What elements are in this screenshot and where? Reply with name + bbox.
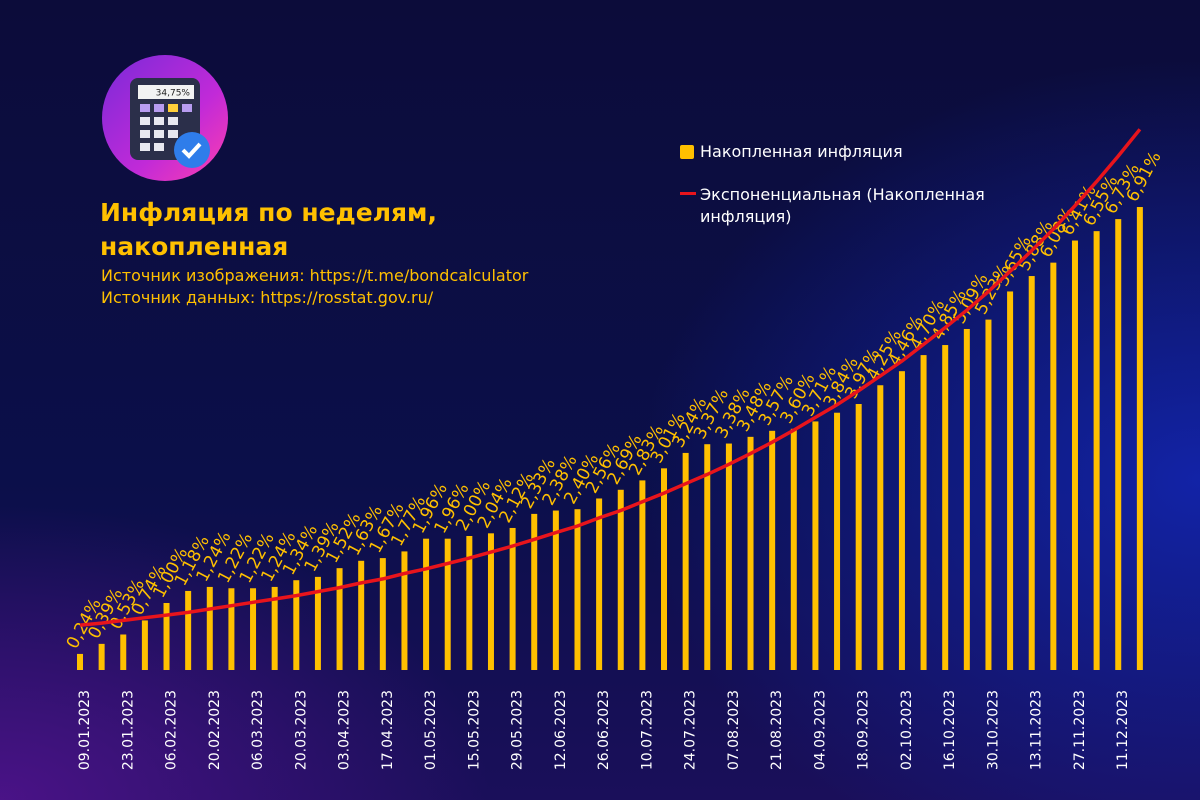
x-tick-label: 26.06.2023 [596, 690, 612, 770]
title: Инфляция по неделям, накопленная [100, 198, 437, 261]
bar [552, 510, 559, 670]
bar [1050, 262, 1057, 670]
x-tick-label: 24.07.2023 [683, 690, 699, 770]
bar [271, 586, 278, 670]
bar [661, 468, 668, 670]
x-tick-label: 12.06.2023 [553, 690, 569, 770]
x-tick-label: 10.07.2023 [639, 690, 655, 770]
bar [531, 513, 538, 670]
bar [769, 430, 776, 670]
bar [725, 443, 732, 670]
bar [855, 404, 862, 670]
bar [1093, 231, 1100, 670]
bar [98, 643, 105, 670]
bar [379, 558, 386, 670]
x-tick-label: 03.04.2023 [337, 690, 353, 770]
legend-swatch [680, 145, 694, 159]
x-tick-label: 02.10.2023 [899, 690, 915, 770]
bar [898, 371, 905, 670]
bar [141, 620, 148, 670]
bar [185, 590, 192, 670]
x-tick-label: 07.08.2023 [726, 690, 742, 770]
logo-display: 34,75% [156, 89, 191, 99]
bar [812, 421, 819, 670]
bar [1007, 291, 1014, 670]
bar [877, 385, 884, 670]
x-tick-label: 06.03.2023 [250, 690, 266, 770]
bar [617, 489, 624, 670]
legend-label: Накопленная инфляция [700, 142, 903, 161]
bar [963, 328, 970, 670]
bar [293, 580, 300, 670]
annotation: Источник изображения: https://t.me/bondc… [101, 266, 529, 285]
bar [920, 355, 927, 670]
bar [120, 634, 127, 670]
x-tick-label: 16.10.2023 [942, 690, 958, 770]
bar [509, 527, 516, 670]
bar [77, 653, 83, 670]
bar [250, 588, 257, 670]
bar [358, 560, 365, 670]
legend-label: Экспоненциальная (Накопленная инфляция) [700, 185, 985, 226]
bar [942, 345, 949, 670]
bar [487, 533, 494, 670]
x-tick-label: 04.09.2023 [812, 690, 828, 770]
bar [423, 538, 430, 670]
x-tick-label: 13.11.2023 [1029, 690, 1045, 770]
x-tick-label: 23.01.2023 [120, 690, 136, 770]
bar [466, 536, 473, 670]
x-tick-label: 15.05.2023 [466, 690, 482, 770]
bar [1136, 207, 1143, 670]
x-tick-label: 21.08.2023 [769, 690, 785, 770]
x-tick-label: 06.02.2023 [164, 690, 180, 770]
trend-line [79, 128, 1142, 627]
bar [163, 603, 170, 670]
x-tick-label: 18.09.2023 [856, 690, 872, 770]
bar [444, 538, 451, 670]
bar [747, 436, 754, 670]
bar [790, 428, 797, 670]
bar [1115, 219, 1122, 670]
bar [401, 551, 408, 670]
x-tick-label: 20.03.2023 [293, 690, 309, 770]
x-tick-label: 01.05.2023 [423, 690, 439, 770]
bar [314, 576, 321, 670]
bar [639, 480, 646, 670]
bar [1028, 276, 1035, 670]
bar [985, 319, 992, 670]
x-tick-label: 29.05.2023 [510, 690, 526, 770]
bar [596, 498, 603, 670]
x-tick-label: 20.02.2023 [207, 690, 223, 770]
x-tick-label: 17.04.2023 [380, 690, 396, 770]
x-tick-label: 11.12.2023 [1115, 690, 1131, 770]
bar [336, 568, 343, 670]
x-tick-label: 09.01.2023 [77, 690, 93, 770]
bar [228, 588, 235, 670]
bar [1071, 240, 1078, 670]
legend-swatch [680, 192, 696, 195]
logo: 34,75% [102, 55, 228, 181]
bar [834, 412, 841, 670]
x-tick-label: 30.10.2023 [985, 690, 1001, 770]
annotation: Источник данных: https://rosstat.gov.ru/ [101, 288, 434, 307]
bar [206, 586, 213, 670]
bar [704, 444, 711, 670]
bar [574, 509, 581, 670]
x-tick-label: 27.11.2023 [1072, 690, 1088, 770]
bar [682, 452, 689, 670]
